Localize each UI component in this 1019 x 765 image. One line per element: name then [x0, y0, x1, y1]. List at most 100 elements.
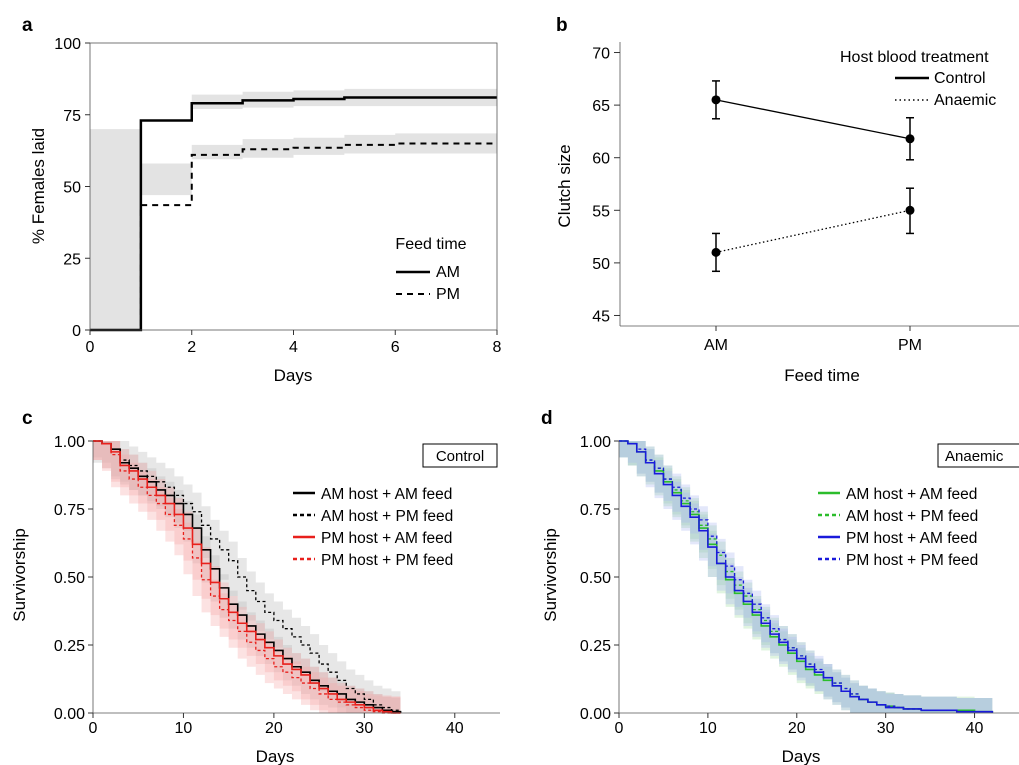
y-tick-label: 1.00 [580, 434, 611, 451]
panel-c-lines [93, 440, 402, 714]
panel-a-line-pm [90, 142, 497, 331]
y-tick-label: 55 [592, 203, 610, 220]
x-tick-label: 8 [493, 339, 502, 356]
panel-b-axes: 45 50 55 60 65 70 AM PM [592, 46, 922, 354]
panel-c-band-1 [93, 441, 401, 713]
panel-d-condition-box [937, 443, 1019, 468]
y-tick-label: 25 [63, 251, 81, 268]
legend-label-anaemic: Anaemic [934, 92, 996, 109]
y-tick-label: 0 [72, 323, 81, 340]
legend-label: PM host + AM feed [321, 530, 452, 547]
x-tick-label: 30 [877, 720, 895, 737]
panel-b-letter: b [556, 15, 568, 36]
y-tick-label: 50 [63, 180, 81, 197]
legend-label: PM host + AM feed [846, 530, 977, 547]
panel-c-line-3 [93, 440, 401, 714]
panel-a-legend-title: Feed time [395, 236, 466, 253]
legend-label: PM host + PM feed [846, 552, 978, 569]
panel-a-line-am [90, 96, 497, 332]
panel-a-legend: Feed time AM PM [395, 236, 466, 303]
panel-c-axes: 0 10 20 30 40 0.00 0.25 0.50 0.75 1.00 [54, 434, 464, 737]
legend-label: PM host + PM feed [321, 552, 453, 569]
panel-b-line-anaemic [715, 209, 911, 254]
panel-b: b 45 50 55 60 65 70 AM PM Feed time Clutch size… [555, 15, 1019, 385]
panel-c-condition-box [422, 443, 498, 468]
x-tick-label: 4 [289, 339, 298, 356]
y-tick-label: 0.50 [580, 570, 611, 587]
legend-label: AM host + AM feed [846, 486, 977, 503]
y-tick-label: 0.00 [580, 706, 611, 723]
x-tick-label: 40 [446, 720, 464, 737]
y-tick-label: 0.25 [54, 638, 85, 655]
panel-a-band-pm [90, 133, 497, 330]
y-tick-label: 50 [592, 256, 610, 273]
panel-d-axes: 0 10 20 30 40 0.00 0.25 0.50 0.75 1.00 [580, 434, 984, 737]
panel-d-xlabel: Days [782, 747, 821, 765]
panel-d-lines [619, 440, 994, 713]
y-tick-label: 60 [592, 151, 610, 168]
panel-c-xlabel: Days [256, 747, 295, 765]
panel-d-line-3 [619, 440, 993, 713]
y-tick-label: 0.75 [580, 502, 611, 519]
x-tick-label: PM [898, 337, 922, 354]
panel-c-letter: c [22, 408, 33, 429]
legend-label-control: Control [934, 70, 986, 87]
data-point [905, 205, 915, 215]
y-tick-label: 70 [592, 46, 610, 63]
x-tick-label: 0 [89, 720, 98, 737]
y-tick-label: 65 [592, 98, 610, 115]
data-point [905, 134, 915, 144]
x-tick-label: 6 [391, 339, 400, 356]
x-tick-label: 20 [265, 720, 283, 737]
panel-a-axes: 0 2 4 6 8 0 25 50 75 100 [54, 36, 501, 356]
panel-d-band-3 [619, 441, 993, 713]
y-tick-label: 0.75 [54, 502, 85, 519]
panel-c: c 0 10 20 30 40 0.00 0.25 0.50 0.75 1.00 Days Sur… [10, 408, 500, 765]
panel-c-line-1 [93, 440, 402, 713]
panel-a-letter: a [22, 15, 33, 36]
panel-b-legend-title: Host blood treatment [840, 49, 989, 66]
panel-c-band-2 [93, 441, 401, 713]
x-tick-label: 0 [86, 339, 95, 356]
x-tick-label: 2 [187, 339, 196, 356]
panel-c-bands [93, 441, 401, 713]
x-tick-label: 10 [175, 720, 193, 737]
panel-b-line-control [715, 99, 911, 140]
panel-a-lines [90, 96, 497, 332]
y-tick-label: 0.25 [580, 638, 611, 655]
panel-c-band-3 [93, 441, 401, 713]
panel-d-ylabel: Survivorship [541, 528, 560, 622]
panel-b-xlabel: Feed time [784, 366, 860, 385]
legend-label: AM host + AM feed [321, 486, 452, 503]
panel-a-ylabel: % Females laid [29, 128, 48, 244]
panel-c-legend: AM host + AM feed AM host + PM feed PM hos… [293, 486, 453, 569]
panel-d-letter: d [541, 408, 553, 429]
panel-b-marks [711, 80, 915, 273]
panel-d-legend: AM host + AM feed AM host + PM feed PM hos… [818, 486, 978, 569]
panel-d: d 0 10 20 30 40 0.00 0.25 0.50 0.75 1.00 Days Sur… [541, 408, 1019, 765]
panel-b-legend: Host blood treatment Control Anaemic [840, 49, 996, 109]
legend-label-am: AM [436, 264, 460, 281]
x-tick-label: 20 [788, 720, 806, 737]
legend-label-pm: PM [436, 286, 460, 303]
panel-a: a 0 2 4 6 8 0 25 50 75 100 Days % Females laid Fe… [22, 15, 502, 385]
legend-label: AM host + PM feed [846, 508, 978, 525]
y-tick-label: 100 [54, 36, 81, 53]
y-tick-label: 0.00 [54, 706, 85, 723]
y-tick-label: 75 [63, 108, 81, 125]
panel-d-bands [619, 441, 993, 713]
panel-c-condition-label: Control [436, 448, 484, 465]
x-tick-label: 30 [355, 720, 373, 737]
y-tick-label: 45 [592, 308, 610, 325]
data-point [711, 95, 721, 105]
x-tick-label: 10 [699, 720, 717, 737]
data-point [711, 247, 721, 257]
panel-a-xlabel: Days [274, 366, 313, 385]
y-tick-label: 1.00 [54, 434, 85, 451]
x-tick-label: AM [704, 337, 728, 354]
panel-c-band-0 [93, 441, 401, 713]
x-tick-label: 0 [615, 720, 624, 737]
panel-d-condition-label: Anaemic [945, 448, 1004, 465]
panel-c-ylabel: Survivorship [10, 528, 29, 622]
